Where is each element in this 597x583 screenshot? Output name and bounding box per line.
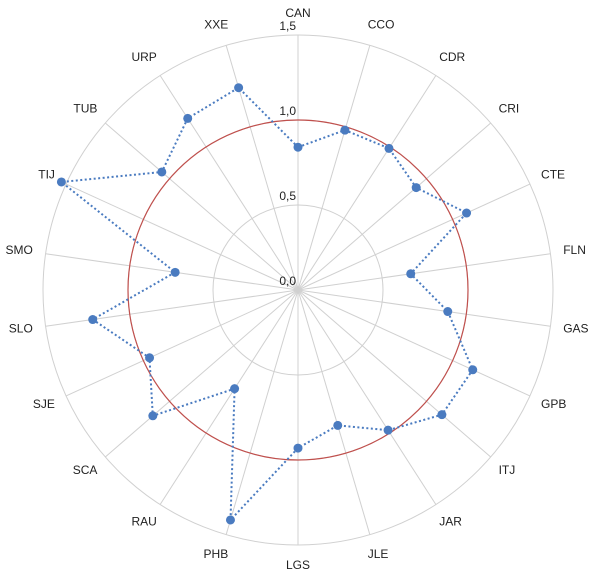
category-label: GPB bbox=[541, 397, 566, 411]
point bbox=[157, 167, 167, 177]
spoke bbox=[297, 289, 437, 505]
category-label: LGS bbox=[286, 558, 310, 572]
point bbox=[148, 411, 158, 421]
point bbox=[406, 269, 416, 279]
reference-circle bbox=[127, 119, 469, 461]
grid-circle bbox=[212, 204, 384, 376]
point bbox=[384, 143, 394, 153]
category-label: CDR bbox=[439, 50, 465, 64]
category-label: FLN bbox=[563, 243, 586, 257]
grid-circle bbox=[42, 34, 554, 546]
spoke bbox=[297, 253, 551, 291]
spoke bbox=[225, 289, 299, 535]
category-label: CCO bbox=[368, 17, 395, 31]
category-label: CAN bbox=[285, 6, 310, 20]
category-label: TIJ bbox=[38, 168, 55, 182]
category-label: SJE bbox=[33, 397, 55, 411]
point bbox=[340, 125, 350, 135]
point bbox=[56, 177, 66, 187]
category-label: SMO bbox=[5, 243, 32, 257]
series-line bbox=[58, 86, 474, 523]
point bbox=[462, 208, 472, 218]
category-label: RAU bbox=[131, 514, 156, 528]
point bbox=[293, 443, 303, 453]
point bbox=[333, 420, 343, 430]
spoke bbox=[104, 289, 299, 458]
point bbox=[170, 267, 180, 277]
category-label: GAS bbox=[563, 321, 588, 335]
category-label: SCA bbox=[73, 463, 98, 477]
y-tick-label: 1,5 bbox=[279, 19, 296, 33]
spoke bbox=[297, 289, 551, 327]
category-label: CRI bbox=[499, 101, 520, 115]
spoke bbox=[297, 75, 437, 291]
spoke bbox=[65, 183, 299, 291]
category-label: JAR bbox=[439, 514, 462, 528]
point bbox=[437, 410, 447, 420]
spoke bbox=[297, 45, 371, 291]
point bbox=[383, 425, 393, 435]
spoke bbox=[104, 122, 299, 291]
spoke bbox=[159, 75, 299, 291]
point bbox=[225, 515, 235, 525]
y-tick-label: 0,5 bbox=[279, 189, 296, 203]
category-label: XXE bbox=[204, 17, 228, 31]
category-label: ITJ bbox=[499, 463, 516, 477]
category-label: JLE bbox=[368, 547, 389, 561]
category-label: SLO bbox=[9, 321, 33, 335]
point bbox=[468, 365, 478, 375]
category-label: CTE bbox=[541, 168, 565, 182]
category-label: PHB bbox=[204, 547, 229, 561]
point bbox=[88, 315, 98, 325]
spoke bbox=[297, 289, 371, 535]
spoke bbox=[45, 289, 299, 327]
point bbox=[234, 83, 244, 93]
category-label: URP bbox=[131, 50, 156, 64]
spoke bbox=[65, 289, 299, 397]
spoke bbox=[297, 183, 531, 291]
y-tick-label: 0,0 bbox=[279, 274, 296, 288]
point bbox=[411, 183, 421, 193]
point bbox=[443, 307, 453, 317]
category-label: TUB bbox=[73, 101, 97, 115]
y-tick-label: 1,0 bbox=[279, 104, 296, 118]
spoke bbox=[297, 289, 492, 458]
spoke bbox=[159, 289, 299, 505]
point bbox=[293, 142, 303, 152]
point bbox=[183, 113, 193, 123]
point bbox=[230, 384, 240, 394]
spoke bbox=[297, 289, 531, 397]
spoke bbox=[297, 122, 492, 291]
point bbox=[145, 353, 155, 363]
spoke bbox=[225, 45, 299, 291]
